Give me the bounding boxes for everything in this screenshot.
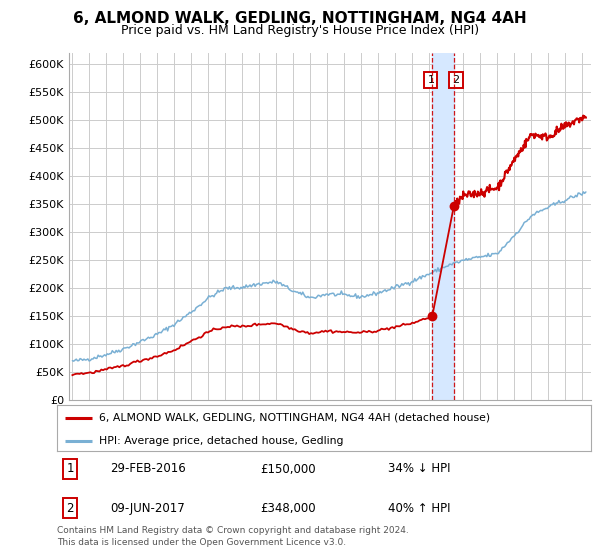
Text: 34% ↓ HPI: 34% ↓ HPI (388, 463, 451, 475)
Text: HPI: Average price, detached house, Gedling: HPI: Average price, detached house, Gedl… (98, 436, 343, 446)
Text: 2: 2 (452, 75, 460, 85)
Text: £348,000: £348,000 (260, 502, 316, 515)
Text: Price paid vs. HM Land Registry's House Price Index (HPI): Price paid vs. HM Land Registry's House … (121, 24, 479, 36)
Text: £150,000: £150,000 (260, 463, 316, 475)
Text: 1: 1 (67, 463, 74, 475)
Point (449, 201, 459, 210)
Text: 2: 2 (67, 502, 74, 515)
Text: Contains HM Land Registry data © Crown copyright and database right 2024.
This d: Contains HM Land Registry data © Crown c… (57, 526, 409, 547)
Bar (432, 53, 454, 400)
Text: 29-FEB-2016: 29-FEB-2016 (110, 463, 186, 475)
Text: 1: 1 (427, 75, 434, 85)
Point (427, 312, 437, 321)
Text: 6, ALMOND WALK, GEDLING, NOTTINGHAM, NG4 4AH: 6, ALMOND WALK, GEDLING, NOTTINGHAM, NG4… (73, 11, 527, 26)
Text: 40% ↑ HPI: 40% ↑ HPI (388, 502, 451, 515)
Text: 6, ALMOND WALK, GEDLING, NOTTINGHAM, NG4 4AH (detached house): 6, ALMOND WALK, GEDLING, NOTTINGHAM, NG4… (98, 413, 490, 423)
Text: 09-JUN-2017: 09-JUN-2017 (110, 502, 185, 515)
